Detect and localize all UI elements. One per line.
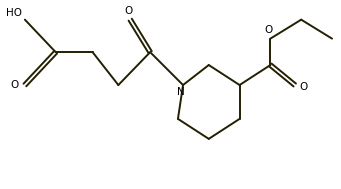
Text: O: O xyxy=(300,82,308,92)
Text: O: O xyxy=(11,80,19,90)
Text: HO: HO xyxy=(6,8,22,18)
Text: O: O xyxy=(124,6,133,16)
Text: N: N xyxy=(177,87,185,97)
Text: O: O xyxy=(265,25,273,35)
